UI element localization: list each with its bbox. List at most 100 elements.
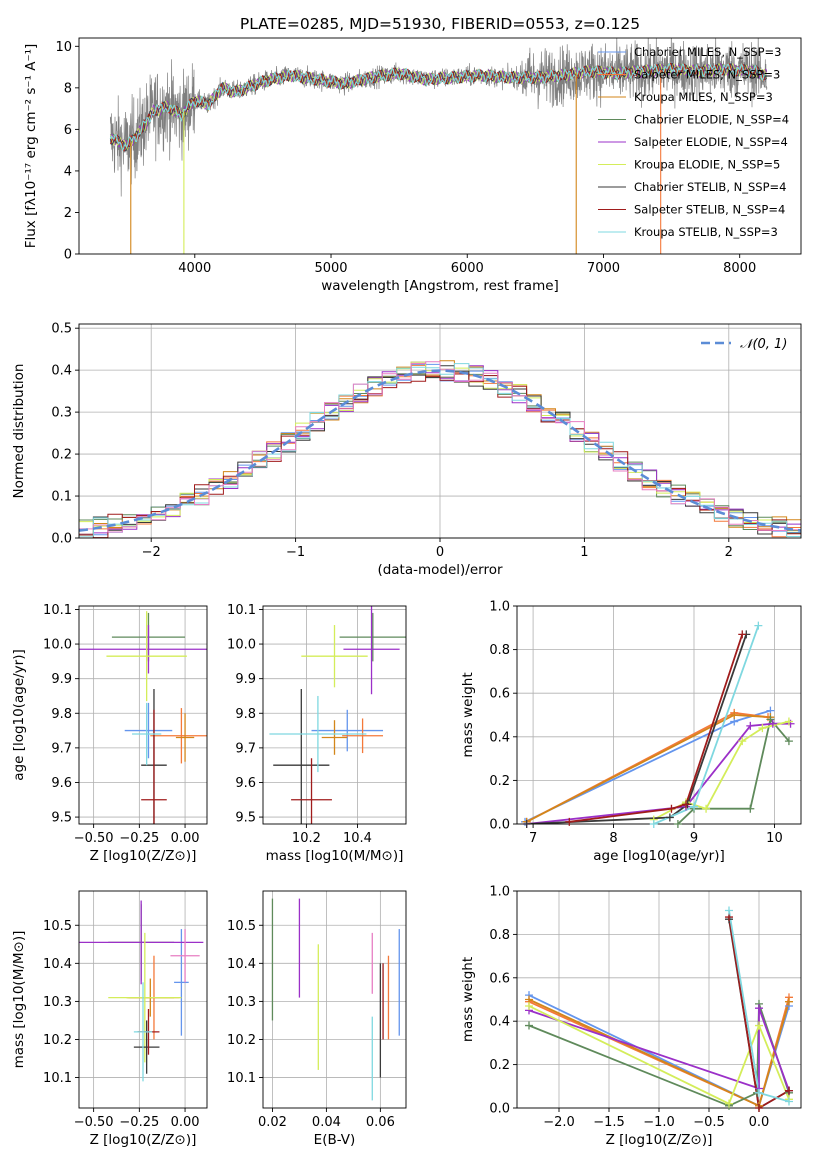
legend-entry: Salpeter MILES, N_SSP=3 <box>634 68 780 82</box>
error-bar-point <box>269 695 367 773</box>
y-axis-label: mass weight <box>460 672 476 757</box>
spectrum-panel: 4000 5000 6000 7000 8000 0 2 4 6 8 10 wavelength [A… <box>23 37 802 294</box>
legend-entry: Kroupa MILES, N_SSP=3 <box>634 90 773 104</box>
mass-weight-marker <box>738 630 747 639</box>
y-tick-label: 1.0 <box>489 600 510 615</box>
x-tick-label: 7000 <box>587 261 620 276</box>
y-tick-label: 0.6 <box>489 971 510 986</box>
y-tick-label: 0.4 <box>489 730 510 745</box>
y-axis-label: Normed distribution <box>11 364 27 499</box>
y-tick-label: 0.0 <box>489 1102 510 1117</box>
y-tick-label: 9.5 <box>235 811 256 826</box>
x-axis-label: Z [log10(Z/Z⊙)] <box>90 848 197 864</box>
mass-weight-marker <box>784 737 793 746</box>
y-tick-label: 9.6 <box>51 776 72 791</box>
x-tick-label: −1.0 <box>643 1115 675 1130</box>
axes-frame <box>78 605 208 825</box>
mass-weight-line-2 <box>526 711 769 823</box>
age-vs-mass-panel: 10.2 10.4 9.5 9.6 9.7 9.8 9.9 10.0 10.1 mass [log… <box>227 603 407 864</box>
y-tick-label: 0.0 <box>51 532 72 547</box>
mass-weight-marker <box>725 906 733 915</box>
mass-weight-marker <box>785 1097 793 1106</box>
error-bar-point <box>321 720 348 755</box>
mass-vs-ebv-panel: 0.02 0.04 0.06 10.1 10.2 10.3 10.4 10.5 E(B-V) <box>227 890 407 1148</box>
legend-entry: Chabrier ELODIE, N_SSP=4 <box>634 113 789 127</box>
y-tick-label: 9.9 <box>235 672 256 687</box>
x-tick-label: 10.4 <box>343 831 372 846</box>
grid <box>263 891 406 1108</box>
y-tick-label: 10.0 <box>227 638 256 653</box>
y-tick-label: 6 <box>64 123 72 138</box>
histogram-step-8 <box>79 373 801 538</box>
mass-weight-marker <box>746 804 755 813</box>
y-tick-label: 10.4 <box>227 957 256 972</box>
mass-weight-marker <box>702 804 711 813</box>
y-tick-label: 10.5 <box>43 919 72 934</box>
error-bar-point <box>106 611 187 702</box>
mass-weight-marker <box>755 1088 763 1097</box>
x-tick-label: 0 <box>436 545 444 560</box>
legend-entry: Kroupa STELIB, N_SSP=3 <box>634 225 778 239</box>
x-tick-label: 0.04 <box>312 1115 341 1130</box>
y-tick-label: 1.0 <box>489 885 510 900</box>
error-bar-point <box>342 718 384 754</box>
x-tick-label: 7 <box>529 831 537 846</box>
error-bar-point <box>79 625 207 674</box>
legend-entry: Kroupa ELODIE, N_SSP=5 <box>634 158 780 172</box>
x-tick-label: 0.00 <box>171 831 200 846</box>
plot-area <box>271 898 400 1101</box>
x-tick-label: 8 <box>609 831 617 846</box>
y-tick-label: 10.1 <box>227 1071 256 1086</box>
x-tick-label: 9 <box>690 831 698 846</box>
x-tick-label: 0.0 <box>749 1115 770 1130</box>
axes-frame <box>516 605 802 825</box>
axes-frame <box>78 37 802 255</box>
mass-weight-line-8 <box>569 634 744 823</box>
x-axis-label: E(B-V) <box>314 1132 356 1148</box>
mass-weight-marker <box>525 1002 533 1011</box>
y-tick-label: 10.2 <box>43 1033 72 1048</box>
y-tick-label: 9.9 <box>51 672 72 687</box>
error-bar-point <box>124 702 173 759</box>
histogram-step-10 <box>79 361 801 533</box>
y-tick-label: 10.0 <box>43 638 72 653</box>
y-tick-label: 10.3 <box>43 995 72 1010</box>
axes-frame <box>262 890 407 1109</box>
mass-weight-marker <box>785 997 793 1006</box>
y-tick-label: 10.4 <box>43 957 72 972</box>
mass-weight-line-5 <box>528 1007 790 1091</box>
mass-weight-marker <box>522 820 531 828</box>
plot-area <box>79 900 204 1082</box>
mass-weight-marker <box>649 820 658 828</box>
x-tick-label: 5000 <box>314 261 347 276</box>
y-tick-label: 10.1 <box>43 603 72 618</box>
y-tick-label: 10.1 <box>43 1071 72 1086</box>
x-tick-label: 6000 <box>451 261 484 276</box>
error-bar-point <box>141 709 167 824</box>
mass-weight-line-1 <box>524 709 771 823</box>
x-tick-label: 4000 <box>178 261 211 276</box>
y-tick-label: 9.6 <box>235 776 256 791</box>
mass-weight-line-8 <box>728 916 790 1108</box>
error-bar-point <box>108 932 182 1063</box>
x-axis-label: wavelength [Angstrom, rest frame] <box>321 278 559 294</box>
y-axis-label: Flux [fλ10⁻¹⁷ erg cm⁻² s⁻¹ A⁻¹] <box>23 44 39 249</box>
axes-frame <box>516 890 802 1109</box>
spectrum-legend: Chabrier MILES, N_SSP=3 Salpeter MILES, N… <box>598 45 789 239</box>
plot-area <box>269 606 406 824</box>
mass-weight-marker <box>746 721 755 730</box>
error-bar-point <box>273 689 330 824</box>
mass-weight-marker <box>730 711 739 719</box>
x-tick-label: −2.0 <box>543 1115 575 1130</box>
y-tick-label: 10.1 <box>227 603 256 618</box>
y-tick-label: 0.8 <box>489 928 510 943</box>
axes-frame <box>262 605 407 825</box>
x-tick-label: −2 <box>142 545 161 560</box>
mass-weight-marker <box>785 1086 793 1095</box>
x-tick-label: −0.25 <box>119 831 159 846</box>
legend-entry: Chabrier STELIB, N_SSP=4 <box>634 180 786 194</box>
y-tick-label: 9.7 <box>235 741 256 756</box>
mass-weight-marker <box>766 715 775 724</box>
age-vs-metallicity-panel: −0.50 −0.25 0.00 9.5 9.6 9.7 9.8 9.9 10.0 10.1 Z [… <box>11 603 208 864</box>
x-axis-label: age [log10(age/yr)] <box>593 848 725 864</box>
